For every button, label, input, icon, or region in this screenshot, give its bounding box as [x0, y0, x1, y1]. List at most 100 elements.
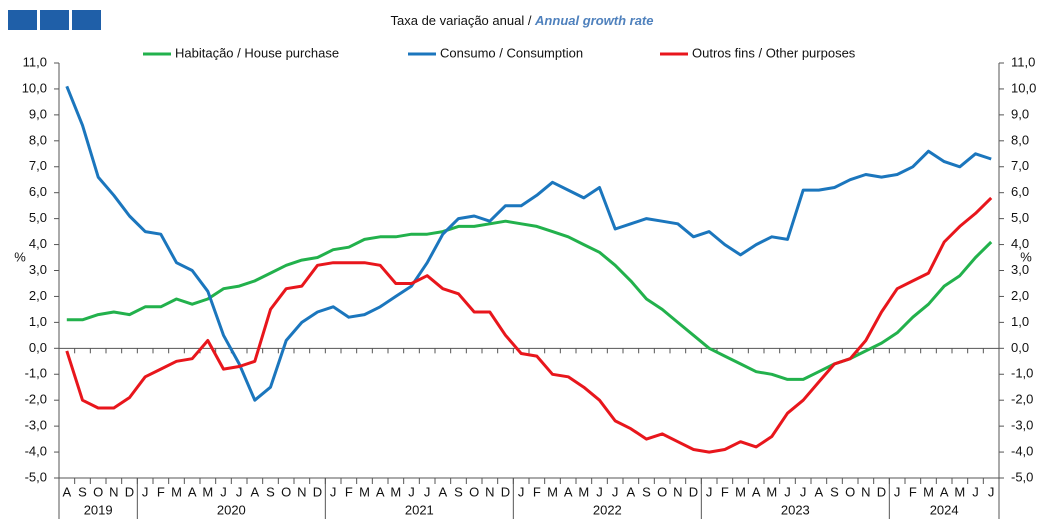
- y2-tick-label: -2,0: [1011, 392, 1033, 407]
- x-tick-label: M: [735, 484, 746, 499]
- y2-tick-label: 4,0: [1011, 236, 1029, 251]
- x-tick-label: A: [250, 484, 259, 499]
- y2-tick-label: 0,0: [1011, 340, 1029, 355]
- x-tick-label: J: [800, 484, 807, 499]
- x-tick-label: M: [954, 484, 965, 499]
- x-tick-label: F: [533, 484, 541, 499]
- x-tick-label: M: [202, 484, 213, 499]
- x-tick-label: O: [845, 484, 855, 499]
- x-tick-label: A: [752, 484, 761, 499]
- y2-tick-label: 7,0: [1011, 158, 1029, 173]
- x-tick-label: F: [345, 484, 353, 499]
- y-tick-label: 2,0: [29, 288, 47, 303]
- x-tick-label: O: [281, 484, 291, 499]
- y-tick-label: 6,0: [29, 184, 47, 199]
- legend-label: Habitação / House purchase: [175, 45, 339, 60]
- x-tick-label: S: [454, 484, 463, 499]
- legend-label: Outros fins / Other purposes: [692, 45, 856, 60]
- y2-tick-label: 3,0: [1011, 262, 1029, 277]
- x-tick-label: J: [784, 484, 791, 499]
- y-tick-label: 9,0: [29, 106, 47, 121]
- x-tick-label: S: [642, 484, 651, 499]
- x-tick-label: F: [157, 484, 165, 499]
- y-tick-label: 4,0: [29, 236, 47, 251]
- logo-block: [8, 10, 37, 30]
- logo-block: [72, 10, 101, 30]
- year-label: 2023: [781, 502, 810, 517]
- x-tick-label: J: [612, 484, 619, 499]
- x-tick-label: S: [266, 484, 275, 499]
- x-tick-label: A: [940, 484, 949, 499]
- y2-tick-label: 9,0: [1011, 106, 1029, 121]
- x-tick-label: J: [330, 484, 337, 499]
- year-label: 2019: [84, 502, 113, 517]
- x-tick-label: A: [626, 484, 635, 499]
- x-tick-label: D: [689, 484, 698, 499]
- y-tick-label: 1,0: [29, 314, 47, 329]
- x-tick-label: J: [894, 484, 901, 499]
- x-tick-label: S: [830, 484, 839, 499]
- x-tick-label: J: [706, 484, 713, 499]
- y-tick-label: -4,0: [25, 444, 47, 459]
- x-tick-label: J: [142, 484, 149, 499]
- y-tick-label: 10,0: [22, 80, 47, 95]
- y2-tick-label: 5,0: [1011, 210, 1029, 225]
- y2-tick-label: -1,0: [1011, 366, 1033, 381]
- y2-tick-label: 1,0: [1011, 314, 1029, 329]
- title-en: Annual growth rate: [534, 13, 653, 28]
- x-tick-label: A: [438, 484, 447, 499]
- y2-tick-label: 10,0: [1011, 80, 1036, 95]
- series-line: [65, 85, 992, 402]
- x-tick-label: M: [547, 484, 558, 499]
- y-tick-label: 3,0: [29, 262, 47, 277]
- x-tick-label: N: [861, 484, 870, 499]
- year-label: 2022: [593, 502, 622, 517]
- x-tick-label: J: [518, 484, 525, 499]
- x-tick-label: N: [673, 484, 682, 499]
- y-axis-label: %: [14, 249, 26, 264]
- x-tick-label: N: [485, 484, 494, 499]
- y-tick-label: 8,0: [29, 132, 47, 147]
- x-tick-label: A: [376, 484, 385, 499]
- y2-tick-label: -5,0: [1011, 469, 1033, 484]
- y-tick-label: -3,0: [25, 418, 47, 433]
- x-tick-label: J: [424, 484, 431, 499]
- y-tick-label: 5,0: [29, 210, 47, 225]
- y2-tick-label: 6,0: [1011, 184, 1029, 199]
- x-tick-label: J: [988, 484, 995, 499]
- x-tick-label: J: [596, 484, 603, 499]
- x-tick-label: O: [469, 484, 479, 499]
- x-tick-label: A: [62, 484, 71, 499]
- x-tick-label: J: [408, 484, 415, 499]
- y2-tick-label: 8,0: [1011, 132, 1029, 147]
- y2-tick-label: 2,0: [1011, 288, 1029, 303]
- x-tick-label: N: [109, 484, 118, 499]
- y2-tick-label: -4,0: [1011, 444, 1033, 459]
- y2-tick-label: -3,0: [1011, 418, 1033, 433]
- x-tick-label: A: [814, 484, 823, 499]
- legend-label: Consumo / Consumption: [440, 45, 583, 60]
- title-pt: Taxa de variação anual /: [391, 13, 536, 28]
- x-tick-label: J: [236, 484, 243, 499]
- x-tick-label: F: [909, 484, 917, 499]
- x-tick-label: M: [923, 484, 934, 499]
- x-tick-label: F: [721, 484, 729, 499]
- y-tick-label: 11,0: [23, 54, 47, 69]
- year-label: 2021: [405, 502, 434, 517]
- x-tick-label: J: [972, 484, 979, 499]
- x-tick-label: M: [578, 484, 589, 499]
- x-tick-label: M: [171, 484, 182, 499]
- x-tick-label: M: [766, 484, 777, 499]
- x-tick-label: D: [313, 484, 322, 499]
- x-tick-label: O: [93, 484, 103, 499]
- y-tick-label: 0,0: [29, 340, 47, 355]
- x-tick-label: N: [297, 484, 306, 499]
- y-tick-label: 7,0: [29, 158, 47, 173]
- x-tick-label: M: [359, 484, 370, 499]
- x-tick-label: D: [877, 484, 886, 499]
- x-tick-label: D: [125, 484, 134, 499]
- x-tick-label: S: [78, 484, 87, 499]
- x-tick-label: D: [501, 484, 510, 499]
- y-tick-label: -5,0: [25, 469, 47, 484]
